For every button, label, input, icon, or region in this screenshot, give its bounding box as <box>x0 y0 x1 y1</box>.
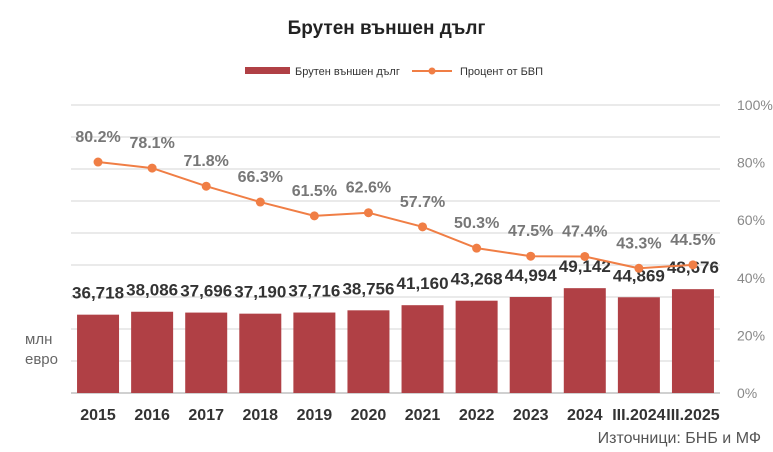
line-data-label: 62.6% <box>346 180 391 197</box>
bar-data-label: 37,696 <box>180 282 232 301</box>
line-data-label: 47.4% <box>562 223 607 240</box>
bar <box>131 311 174 393</box>
bar <box>455 300 498 393</box>
line-point <box>418 222 428 232</box>
line-point <box>201 181 211 191</box>
bar-data-label: 36,718 <box>72 284 124 303</box>
x-tick-label: 2020 <box>351 407 387 424</box>
bar-data-label: 37,190 <box>234 283 286 302</box>
bar <box>77 314 120 393</box>
bar <box>671 289 714 393</box>
line-point <box>580 251 590 261</box>
bar <box>509 297 552 393</box>
x-tick-label: 2015 <box>80 407 116 424</box>
line-point <box>526 251 536 261</box>
line-data-label: 47.5% <box>508 223 553 240</box>
bar <box>563 288 606 393</box>
x-tick-label: 2018 <box>242 407 278 424</box>
x-tick-label: 2016 <box>134 407 170 424</box>
bar <box>617 297 660 393</box>
bar <box>185 312 228 393</box>
bar <box>239 313 282 393</box>
bar-data-label: 38,086 <box>126 281 178 300</box>
bar-data-label: 38,756 <box>342 279 394 298</box>
line-point <box>688 260 698 270</box>
right-axis-tick: 100% <box>737 97 773 113</box>
bar <box>347 310 390 393</box>
line-point <box>93 157 103 167</box>
line-data-label: 57.7% <box>400 194 445 211</box>
line-data-label: 61.5% <box>292 183 337 200</box>
line-point <box>634 263 644 273</box>
chart-title: Брутен външен дълг <box>287 18 486 39</box>
x-tick-label: 2024 <box>567 407 603 424</box>
line-data-label: 78.1% <box>129 135 174 152</box>
legend-line-label: Процент от БВП <box>460 66 543 78</box>
line-data-label: 50.3% <box>454 215 499 232</box>
bar-data-label: 41,160 <box>397 274 449 293</box>
x-tick-label: III.2024 <box>612 407 665 424</box>
source-note: Източници: БНБ и МФ <box>597 430 761 447</box>
x-tick-label: 2019 <box>297 407 333 424</box>
legend-line-marker <box>428 67 436 75</box>
bar-data-label: 43,268 <box>451 270 503 289</box>
line-point <box>472 243 482 253</box>
line-point <box>363 208 373 218</box>
x-tick-label: 2021 <box>405 407 441 424</box>
line-point <box>147 163 157 173</box>
right-axis-tick: 40% <box>737 270 765 286</box>
right-axis-tick: 20% <box>737 327 765 343</box>
bar-data-label: 44,994 <box>505 266 558 285</box>
line-data-label: 43.3% <box>616 235 661 252</box>
x-tick-label: III.2025 <box>666 407 719 424</box>
line-data-label: 66.3% <box>238 169 283 186</box>
bar <box>401 305 444 393</box>
line-point <box>309 211 319 221</box>
x-tick-label: 2017 <box>188 407 224 424</box>
line-data-label: 71.8% <box>184 153 229 170</box>
line-data-label: 44.5% <box>670 232 715 249</box>
bar-data-label: 49,142 <box>559 257 611 276</box>
bar-data-label: 44,869 <box>613 266 665 285</box>
line-series <box>97 161 694 270</box>
legend-bar-label: Брутен външен дълг <box>295 66 400 78</box>
x-tick-label: 2023 <box>513 407 549 424</box>
right-axis-tick: 80% <box>737 155 765 171</box>
right-axis-tick: 60% <box>737 212 765 228</box>
legend-bar-swatch <box>245 67 290 74</box>
line-data-label: 80.2% <box>75 129 120 146</box>
right-axis-tick: 0% <box>737 385 757 401</box>
x-tick-label: 2022 <box>459 407 495 424</box>
bar <box>293 312 336 393</box>
line-point <box>255 197 265 207</box>
y-axis-label: млн евро <box>25 331 58 368</box>
bar-data-label: 37,716 <box>288 282 340 301</box>
